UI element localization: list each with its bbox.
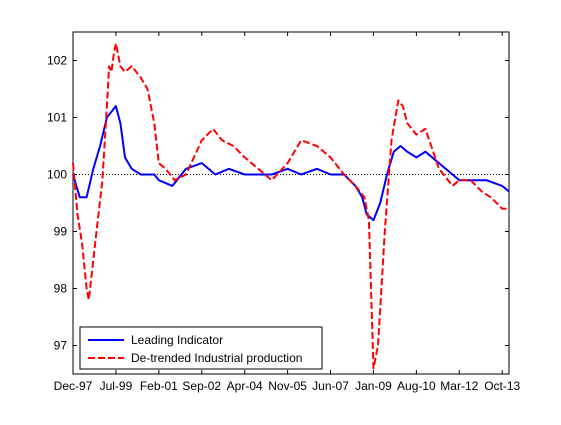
y-tick-label: 98 xyxy=(54,282,68,296)
y-tick-label: 100 xyxy=(47,168,67,182)
x-tick-label: Oct-13 xyxy=(484,379,520,393)
x-tick-label: Nov-05 xyxy=(268,379,307,393)
y-tick-label: 101 xyxy=(47,111,67,125)
leading-indicator-line xyxy=(72,105,510,222)
x-tick-label: Sep-02 xyxy=(182,379,221,393)
legend-label: Leading Indicator xyxy=(131,333,223,347)
x-tick-label: Aug-10 xyxy=(397,379,436,393)
x-tick-label: Jun-07 xyxy=(312,379,349,393)
x-tick-label: Feb-01 xyxy=(140,379,178,393)
x-tick-label: Jan-09 xyxy=(355,379,392,393)
plot-frame xyxy=(72,31,510,375)
series-layer xyxy=(72,42,510,370)
legend-box xyxy=(79,326,323,370)
axes: 97 98 99 100 101 102 Dec-97 Jul-99 Feb-01 Sep-02 A… xyxy=(47,31,521,393)
x-tick-label: Mar-12 xyxy=(440,379,478,393)
legend-label: De-trended Industrial production xyxy=(131,351,302,365)
x-tick-label: Jul-99 xyxy=(100,379,133,393)
legend: Leading Indicator De-trended Industrial p… xyxy=(79,326,323,370)
y-tick-label: 97 xyxy=(54,339,68,353)
y-tick-label: 99 xyxy=(54,225,68,239)
industrial-production-line xyxy=(72,42,509,370)
y-tick-label: 102 xyxy=(47,54,67,68)
x-tick-label: Apr-04 xyxy=(227,379,263,393)
x-tick-label: Dec-97 xyxy=(54,379,93,393)
